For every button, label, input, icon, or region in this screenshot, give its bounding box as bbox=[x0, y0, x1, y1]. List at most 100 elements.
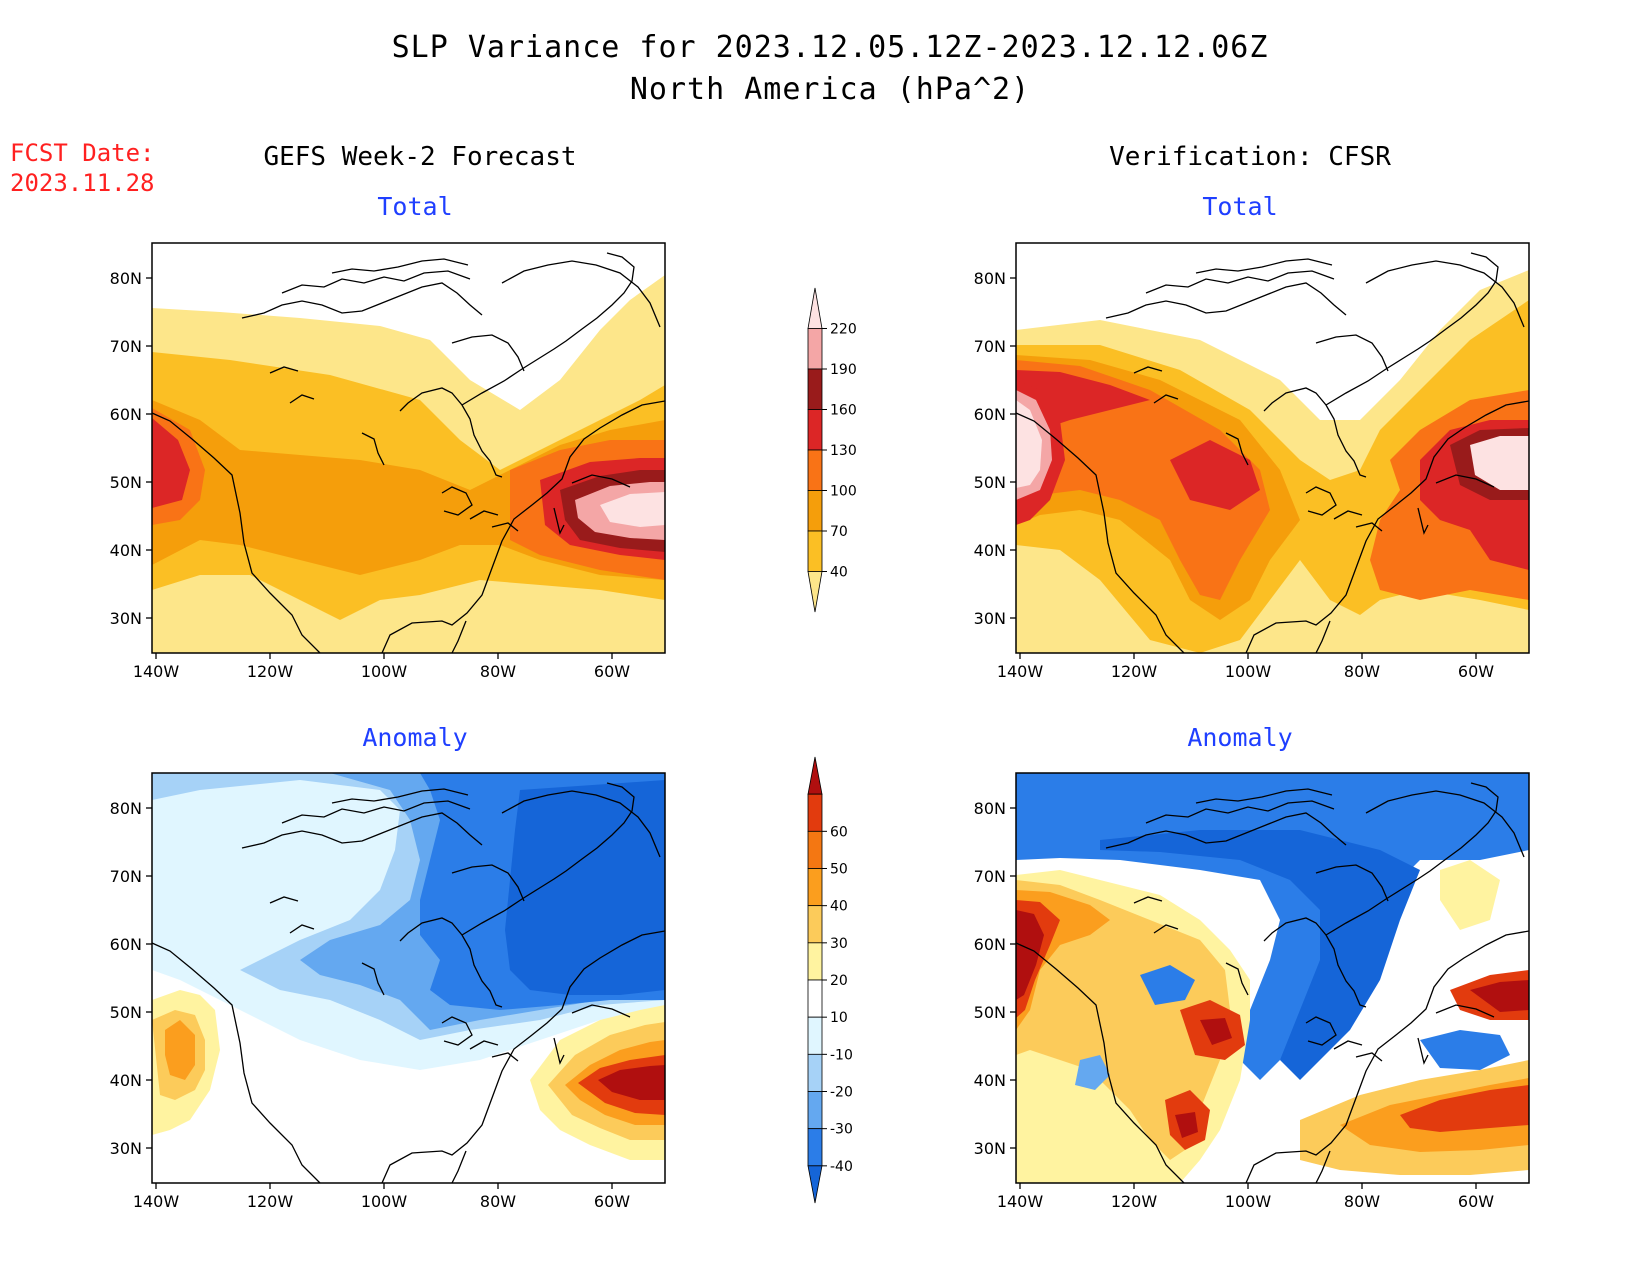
chart-title-line1: SLP Variance for 2023.12.05.12Z-2023.12.… bbox=[391, 30, 1269, 65]
lat-tick-label: 70N bbox=[974, 337, 1006, 356]
panel-title-top-left: Total bbox=[377, 192, 453, 221]
lat-tick-label: 70N bbox=[110, 337, 142, 356]
colorbar-swatch bbox=[807, 905, 823, 944]
lat-tick-label: 80N bbox=[974, 269, 1006, 288]
colorbar-level-label: 220 bbox=[830, 322, 857, 338]
chart-title-line2: North America (hPa^2) bbox=[629, 72, 1031, 107]
colorbar-swatch bbox=[807, 368, 823, 410]
map-panel-bottom-right bbox=[1015, 772, 1530, 1184]
lon-tick-label: 120W bbox=[1111, 1192, 1158, 1211]
colorbar-level-label: 50 bbox=[830, 862, 848, 878]
colorbar-level-label: 70 bbox=[830, 524, 848, 540]
lon-tick-label: 120W bbox=[1111, 662, 1158, 681]
colorbar-level-label: -10 bbox=[830, 1047, 853, 1063]
lat-tick-label: 60N bbox=[974, 935, 1006, 954]
right-column-title: Verification: CFSR bbox=[1109, 142, 1391, 172]
colorbar-swatch bbox=[807, 1128, 823, 1167]
colorbar-swatch bbox=[807, 1016, 823, 1055]
lat-tick-label: 30N bbox=[974, 609, 1006, 628]
colorbar-swatch bbox=[807, 571, 823, 613]
colorbar-level-label: 20 bbox=[830, 973, 848, 989]
lon-tick-label: 100W bbox=[1225, 662, 1272, 681]
left-column-title: GEFS Week-2 Forecast bbox=[263, 142, 577, 172]
colorbar-swatch bbox=[807, 1091, 823, 1130]
colorbar-level-label: 40 bbox=[830, 565, 848, 581]
axes-layer: 80N 70N 60N 50N 40N 30N 140W 120W 100W 80W 60W 80N 7… bbox=[110, 269, 1495, 1211]
colorbar-level-label: -30 bbox=[830, 1122, 853, 1138]
lon-tick-label: 100W bbox=[1225, 1192, 1272, 1211]
lon-tick-label: 140W bbox=[997, 1192, 1044, 1211]
lon-tick-label: 120W bbox=[247, 662, 294, 681]
lat-tick-label: 40N bbox=[110, 1071, 142, 1090]
colorbar-level-label: 30 bbox=[830, 936, 848, 952]
colorbar-level-label: 40 bbox=[830, 899, 848, 915]
lat-tick-label: 50N bbox=[974, 473, 1006, 492]
lat-tick-label: 60N bbox=[974, 405, 1006, 424]
colorbar-level-label: 60 bbox=[830, 824, 848, 840]
lon-tick-label: 140W bbox=[133, 662, 180, 681]
panel-title-top-right: Total bbox=[1202, 192, 1278, 221]
lat-tick-label: 40N bbox=[974, 1071, 1006, 1090]
colorbar-swatch bbox=[807, 530, 823, 572]
lat-tick-label: 50N bbox=[110, 473, 142, 492]
lat-tick-label: 80N bbox=[110, 799, 142, 818]
lon-tick-label: 60W bbox=[594, 662, 630, 681]
lat-tick-label: 40N bbox=[974, 541, 1006, 560]
lon-tick-label: 60W bbox=[594, 1192, 630, 1211]
lon-tick-label: 80W bbox=[480, 662, 516, 681]
colorbar-level-label: -20 bbox=[830, 1085, 853, 1101]
map-panel-bottom-left bbox=[151, 772, 666, 1184]
colorbar-level-label: -40 bbox=[830, 1159, 853, 1175]
lon-tick-label: 100W bbox=[361, 1192, 408, 1211]
colorbar-level-label: 130 bbox=[830, 443, 857, 459]
colorbar-swatch bbox=[807, 409, 823, 451]
colorbar-swatch bbox=[807, 830, 823, 869]
colorbar-swatch bbox=[807, 449, 823, 491]
lat-tick-label: 60N bbox=[110, 935, 142, 954]
lat-tick-label: 70N bbox=[974, 867, 1006, 886]
lon-tick-label: 140W bbox=[133, 1192, 180, 1211]
colorbar-swatch bbox=[807, 1165, 823, 1204]
colorbar-total: 40 70 100 130 160 190 220 bbox=[807, 287, 857, 613]
panel-title-bottom-left: Anomaly bbox=[362, 723, 468, 752]
colorbar-swatch bbox=[807, 942, 823, 981]
lat-tick-label: 80N bbox=[974, 799, 1006, 818]
colorbar-level-label: 100 bbox=[830, 484, 857, 500]
colorbar-level-label: 10 bbox=[830, 1010, 848, 1026]
colorbar-swatch bbox=[807, 793, 823, 832]
lat-tick-label: 50N bbox=[110, 1003, 142, 1022]
fcst-label: FCST Date: bbox=[10, 139, 155, 167]
map-panel-top-left bbox=[151, 242, 666, 654]
colorbar-anomaly: -40 -30 -20 -10 10 20 30 40 50 60 bbox=[807, 756, 853, 1204]
lat-tick-label: 60N bbox=[110, 405, 142, 424]
map-panel-top-right bbox=[1015, 242, 1530, 654]
lon-tick-label: 60W bbox=[1458, 662, 1494, 681]
lat-tick-label: 80N bbox=[110, 269, 142, 288]
colorbar-level-label: 190 bbox=[830, 362, 857, 378]
lon-tick-label: 80W bbox=[1344, 1192, 1380, 1211]
lon-tick-label: 80W bbox=[1344, 662, 1380, 681]
lat-tick-label: 70N bbox=[110, 867, 142, 886]
colorbar-swatch bbox=[807, 868, 823, 907]
colorbar-swatch bbox=[807, 756, 823, 795]
colorbar-swatch bbox=[807, 979, 823, 1018]
colorbar-level-label: 160 bbox=[830, 403, 857, 419]
lat-tick-label: 40N bbox=[110, 541, 142, 560]
lon-tick-label: 80W bbox=[480, 1192, 516, 1211]
panel-title-bottom-right: Anomaly bbox=[1187, 723, 1293, 752]
lat-tick-label: 50N bbox=[974, 1003, 1006, 1022]
colorbar-swatch bbox=[807, 490, 823, 532]
lat-tick-label: 30N bbox=[110, 609, 142, 628]
lon-tick-label: 60W bbox=[1458, 1192, 1494, 1211]
lon-tick-label: 140W bbox=[997, 662, 1044, 681]
colorbar-swatch bbox=[807, 328, 823, 370]
colorbar-swatch bbox=[807, 287, 823, 329]
lat-tick-label: 30N bbox=[974, 1139, 1006, 1158]
colorbar-swatch bbox=[807, 1053, 823, 1092]
lat-tick-label: 30N bbox=[110, 1139, 142, 1158]
lon-tick-label: 100W bbox=[361, 662, 408, 681]
fcst-date-label: FCST Date: 2023.11.28 bbox=[10, 138, 155, 198]
lon-tick-label: 120W bbox=[247, 1192, 294, 1211]
fcst-date: 2023.11.28 bbox=[10, 169, 155, 197]
